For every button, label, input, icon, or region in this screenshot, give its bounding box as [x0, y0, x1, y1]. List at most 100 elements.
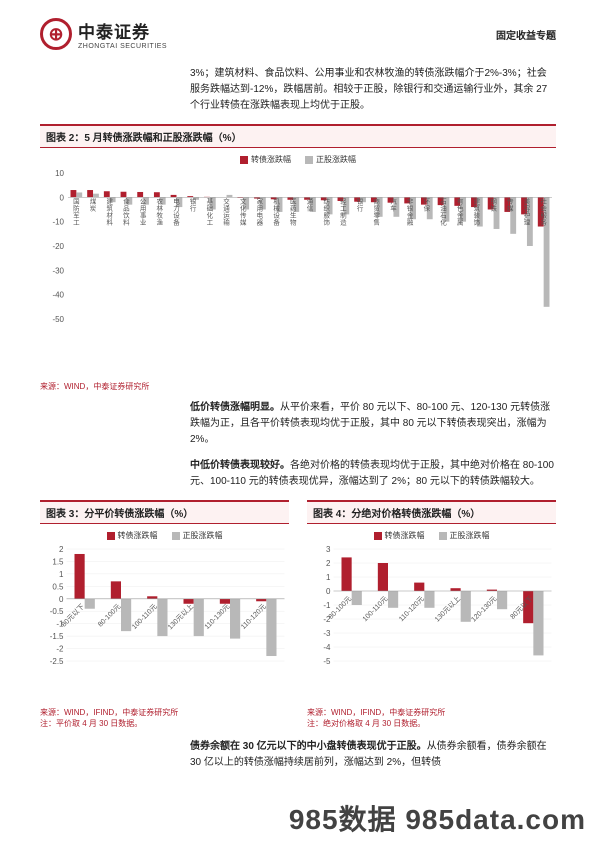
svg-text:器: 器: [257, 218, 264, 226]
chart2-plot: 100-10-20-30-40-50国防军工煤炭建筑材料食品饮料公用事业农林牧渔…: [40, 169, 556, 379]
svg-text:金: 金: [407, 210, 414, 219]
chart3-source: 来源：WIND，IFIND，中泰证券研究所 注：平价取 4 月 30 日数据。: [40, 707, 289, 729]
svg-text:基: 基: [207, 196, 214, 205]
svg-text:牧: 牧: [157, 210, 164, 219]
svg-text:10: 10: [55, 169, 64, 178]
svg-text:-2: -2: [56, 645, 64, 654]
intro-paragraph: 3%；建筑材料、食品饮料、公用事业和农林牧渔的转债涨跌幅介于2%-3%；社会服务…: [190, 66, 556, 114]
svg-text:务: 务: [540, 217, 547, 226]
svg-text:公: 公: [140, 198, 147, 205]
chart4-legend-b: 正股涨跌幅: [450, 530, 490, 541]
chart4-caption: 图表 4：分绝对价格转债涨跌幅（%）: [307, 500, 556, 524]
svg-text:环: 环: [424, 197, 431, 205]
svg-text:0: 0: [60, 193, 65, 202]
svg-text:110-130元: 110-130元: [203, 603, 231, 631]
chart3-legend-b: 正股涨跌幅: [183, 530, 223, 541]
mid-paragraph-2: 中低价转债表现较好。各绝对价格的转债表现均优于正股，其中绝对价格在 80-100…: [190, 458, 556, 490]
svg-text:有: 有: [457, 196, 464, 205]
footer-paragraph: 债券余额在 30 亿元以下的中小盘转债表现优于正股。从债券余额看，债券余额在 3…: [190, 739, 556, 771]
chart4-swatch-b: [439, 532, 447, 540]
chart4-source: 来源：WIND，IFIND，中泰证券研究所 注：绝对价格取 4 月 30 日数据…: [307, 707, 556, 729]
svg-text:石: 石: [440, 197, 447, 205]
svg-text:0.5: 0.5: [52, 582, 64, 591]
svg-text:传: 传: [507, 196, 514, 205]
svg-text:铁: 铁: [490, 203, 497, 212]
svg-text:色: 色: [457, 203, 464, 212]
svg-text:药: 药: [290, 203, 297, 212]
svg-text:-40: -40: [52, 291, 64, 300]
svg-text:3: 3: [326, 545, 331, 554]
svg-text:100-110元: 100-110元: [130, 603, 158, 631]
svg-text:-5: -5: [323, 657, 331, 666]
svg-text:交: 交: [223, 196, 230, 205]
svg-text:工: 工: [340, 205, 347, 212]
chart4-legend-a: 转债涨跌幅: [385, 530, 425, 541]
svg-text:事: 事: [140, 210, 147, 219]
page-header: ⊕ 中泰证券 ZHONGTAI SECURITIES 固定收益专题: [0, 0, 596, 58]
svg-text:80-100元: 80-100元: [96, 603, 122, 629]
svg-text:行: 行: [357, 203, 364, 212]
svg-text:电: 电: [257, 210, 264, 219]
svg-text:织: 织: [323, 203, 330, 212]
svg-text:-20: -20: [52, 242, 64, 251]
svg-text:纺: 纺: [323, 196, 330, 205]
svg-text:装: 装: [474, 210, 481, 219]
svg-text:物: 物: [290, 217, 297, 226]
svg-text:设: 设: [273, 210, 280, 219]
chart3-swatch-b: [172, 532, 180, 540]
svg-text:银: 银: [357, 196, 364, 205]
svg-text:1: 1: [59, 570, 64, 579]
svg-text:汽: 汽: [390, 196, 397, 205]
chart3-source-text: 来源：WIND，IFIND，中泰证券研究所: [40, 708, 178, 717]
svg-text:电: 电: [173, 196, 180, 205]
svg-text:饰: 饰: [323, 217, 330, 226]
svg-text:输: 输: [223, 217, 230, 226]
svg-text:轻: 轻: [340, 196, 347, 205]
svg-text:林: 林: [157, 203, 164, 212]
svg-text:服: 服: [540, 211, 547, 219]
svg-text:医: 医: [290, 197, 297, 205]
chart2-caption: 图表 2：5 月转债涨跌幅和正股涨跌幅（%）: [40, 124, 556, 148]
svg-text:用: 用: [257, 204, 264, 212]
svg-text:工: 工: [207, 219, 214, 226]
svg-text:军: 军: [73, 211, 80, 219]
svg-text:130元以上: 130元以上: [166, 602, 195, 631]
svg-text:钢: 钢: [490, 197, 497, 205]
svg-text:2: 2: [59, 545, 64, 554]
mid-paragraph-1: 低价转债涨幅明显。从平价来看，平价 80 元以下、80-100 元、120-13…: [190, 400, 556, 448]
chart2-swatch-b: [305, 156, 313, 164]
svg-text:1: 1: [326, 573, 331, 582]
charts-row: 图表 3：分平价转债涨跌幅（%） 转债涨跌幅 正股涨跌幅 21.510.50-0…: [40, 500, 556, 729]
chart2-section: 图表 2：5 月转债涨跌幅和正股涨跌幅（%） 转债涨跌幅 正股涨跌幅 100-1…: [40, 124, 556, 392]
chart3-legend-a: 转债涨跌幅: [118, 530, 158, 541]
svg-text:0: 0: [326, 587, 331, 596]
svg-text:料: 料: [106, 217, 113, 226]
chart2-legend-b: 正股涨跌幅: [316, 154, 356, 165]
chart3-note: 注：平价取 4 月 30 日数据。: [40, 718, 289, 729]
chart4-plot: 3210-1-2-3-4-580-100元100-110元110-120元130…: [307, 545, 556, 705]
svg-text:筑: 筑: [106, 203, 113, 212]
svg-text:媒: 媒: [240, 217, 247, 226]
svg-text:生: 生: [290, 210, 297, 219]
svg-text:零: 零: [374, 211, 381, 219]
svg-text:煤: 煤: [90, 196, 97, 205]
chart4-source-text: 来源：WIND，IFIND，中泰证券研究所: [307, 708, 445, 717]
svg-text:-30: -30: [52, 266, 64, 275]
svg-text:筑: 筑: [474, 203, 481, 212]
svg-text:贸: 贸: [374, 203, 381, 212]
chart2-source: 来源：WIND，中泰证券研究所: [40, 381, 556, 392]
svg-text:80元以下: 80元以下: [60, 603, 86, 629]
svg-text:品: 品: [123, 204, 129, 212]
svg-text:备: 备: [273, 217, 280, 226]
chart4-swatch-a: [374, 532, 382, 540]
mid-para1-bold: 低价转债涨幅明显。: [190, 402, 280, 413]
chart3-swatch-a: [107, 532, 115, 540]
svg-text:食: 食: [123, 196, 130, 205]
svg-text:行: 行: [190, 203, 197, 212]
svg-text:饮: 饮: [123, 210, 130, 219]
svg-text:-0.5: -0.5: [50, 607, 64, 616]
svg-text:车: 车: [390, 203, 397, 212]
chart2-swatch-a: [240, 156, 248, 164]
svg-text:渔: 渔: [157, 217, 164, 226]
svg-text:110-120元: 110-120元: [239, 603, 267, 631]
